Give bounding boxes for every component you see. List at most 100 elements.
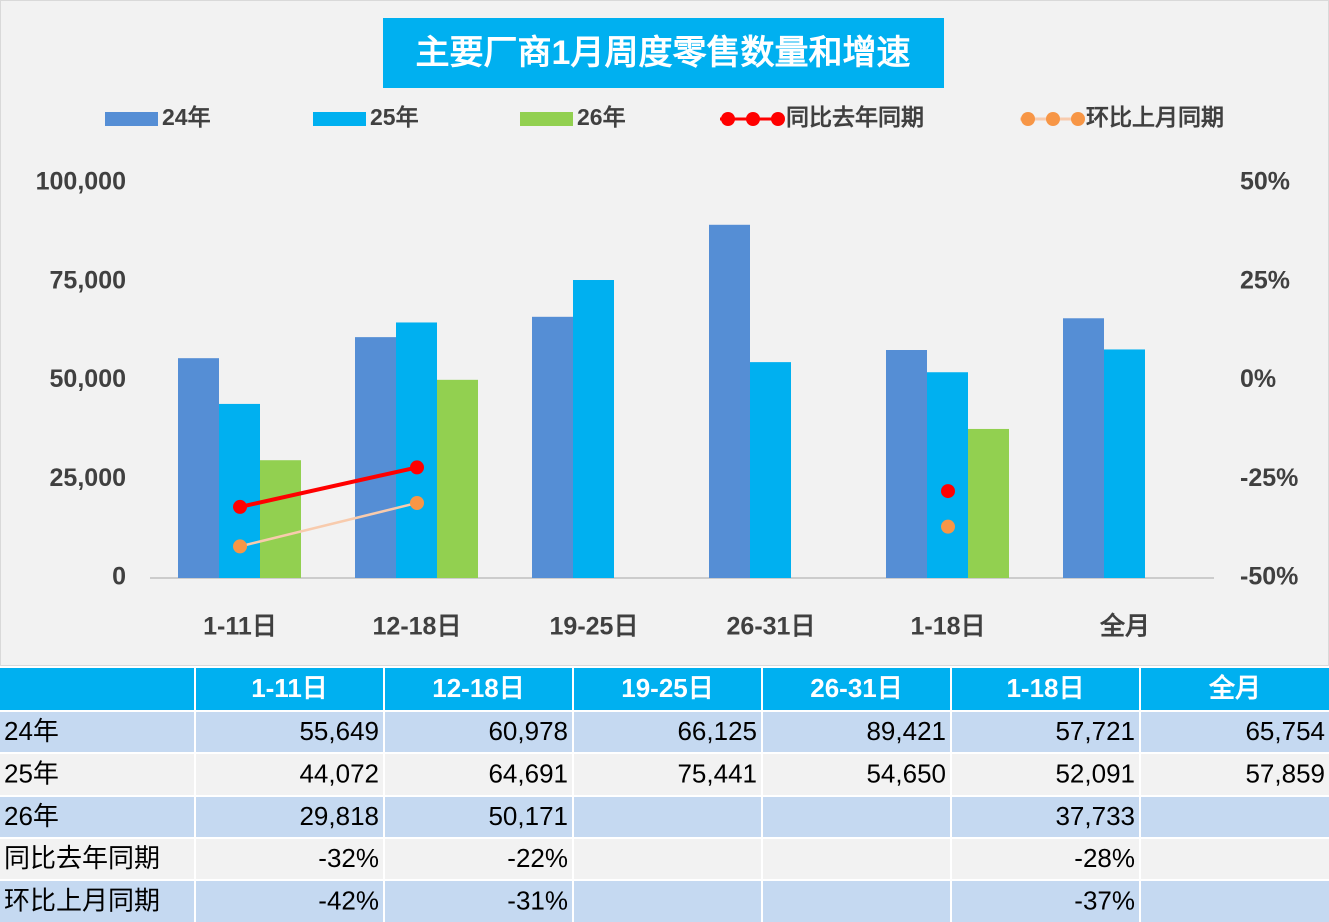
table-value: 44,072 [299,758,379,788]
legend-label: 24年 [162,104,211,130]
legend-label: 26年 [577,104,626,130]
table-row-label: 24年 [4,716,59,746]
table-cell [0,797,194,837]
y-tick-label: 100,000 [36,168,126,196]
bar [709,224,750,578]
table-value: 57,859 [1245,758,1325,788]
table-header-cell [763,668,950,710]
bar [396,322,437,578]
y2-tick-label: -50% [1240,563,1298,591]
chart-title: 主要厂商1月周度零售数量和增速 [416,34,911,72]
table-value: -37% [1074,885,1135,915]
x-tick-label: 全月 [1099,612,1150,641]
table-value: 89,421 [866,716,946,746]
table-header-label: 12-18日 [432,673,525,703]
table-value: -42% [318,885,379,915]
table-cell [952,881,1139,922]
table-cell [196,881,383,922]
y2-tick-label: 50% [1240,168,1290,196]
table-value: 55,649 [299,716,379,746]
legend-swatch [520,112,573,126]
y2-tick-label: 25% [1240,266,1290,294]
legend-label: 同比去年同期 [786,104,924,130]
bar [927,372,968,578]
x-tick-label: 19-25日 [550,613,639,641]
table-value: 29,818 [299,801,379,831]
table-cell [1141,797,1329,837]
table-cell [574,797,761,837]
table-value: 65,754 [1245,716,1325,746]
table-value: 57,721 [1055,716,1135,746]
table-cell [385,712,572,752]
table-cell [574,839,761,879]
x-tick-label: 26-31日 [727,613,816,641]
legend-marker [1046,112,1060,126]
table-value: 64,691 [488,758,568,788]
table-cell [196,754,383,795]
table-row-label: 同比去年同期 [4,843,160,873]
marker [233,539,247,554]
marker [941,519,955,534]
table-cell [1141,881,1329,922]
table-cell [1141,754,1329,795]
table-cell [196,712,383,752]
table-value: 75,441 [677,758,757,788]
table-header-cell [196,668,383,710]
legend-marker [1021,112,1035,126]
table-cell [196,797,383,837]
legend-label: 环比上月同期 [1086,104,1224,130]
marker [410,495,424,510]
bar [178,358,219,578]
bar [968,428,1009,578]
table-header-cell [385,668,572,710]
table-cell [763,797,950,837]
table-row-label: 环比上月同期 [4,885,160,915]
legend-marker [771,112,785,126]
x-tick-label: 12-18日 [373,613,462,641]
table-cell [763,754,950,795]
table-cell [574,712,761,752]
table-cell [763,839,950,879]
legend-marker [746,112,760,126]
table-cell [0,712,194,752]
bar [1063,318,1104,578]
table-cell [0,881,194,922]
table-cell [385,881,572,922]
table-header-cell [0,668,194,710]
legend-marker [1071,112,1085,126]
table-header-cell [1141,668,1329,710]
table-header-label: 26-31日 [810,673,903,703]
table-header-label: 1-11日 [251,673,328,703]
bar [1104,349,1145,578]
table-cell [385,797,572,837]
y-tick-label: 75,000 [50,266,126,294]
marker [233,499,247,514]
table-cell [0,754,194,795]
marker [410,460,424,475]
table-cell [952,839,1139,879]
title-box [383,18,944,88]
table-value: 37,733 [1055,801,1135,831]
table-value: 50,171 [488,801,568,831]
table-cell [385,754,572,795]
table-value: 66,125 [677,716,757,746]
legend-marker [721,112,735,126]
table-value: 60,978 [488,716,568,746]
legend-swatch [105,112,158,126]
table-value: -28% [1074,843,1135,873]
table-cell [574,754,761,795]
table-cell [952,712,1139,752]
table-cell [952,754,1139,795]
table-row-label: 26年 [4,801,59,831]
table-value: 52,091 [1055,758,1135,788]
table-cell [1141,712,1329,752]
x-tick-label: 1-11日 [203,613,277,641]
table-value: -22% [507,843,568,873]
y-tick-label: 0 [112,563,126,591]
x-tick-label: 1-18日 [910,613,985,641]
table-cell [952,797,1139,837]
bar [573,280,614,578]
y2-tick-label: -25% [1240,464,1298,492]
table-cell [385,839,572,879]
bar [437,379,478,578]
